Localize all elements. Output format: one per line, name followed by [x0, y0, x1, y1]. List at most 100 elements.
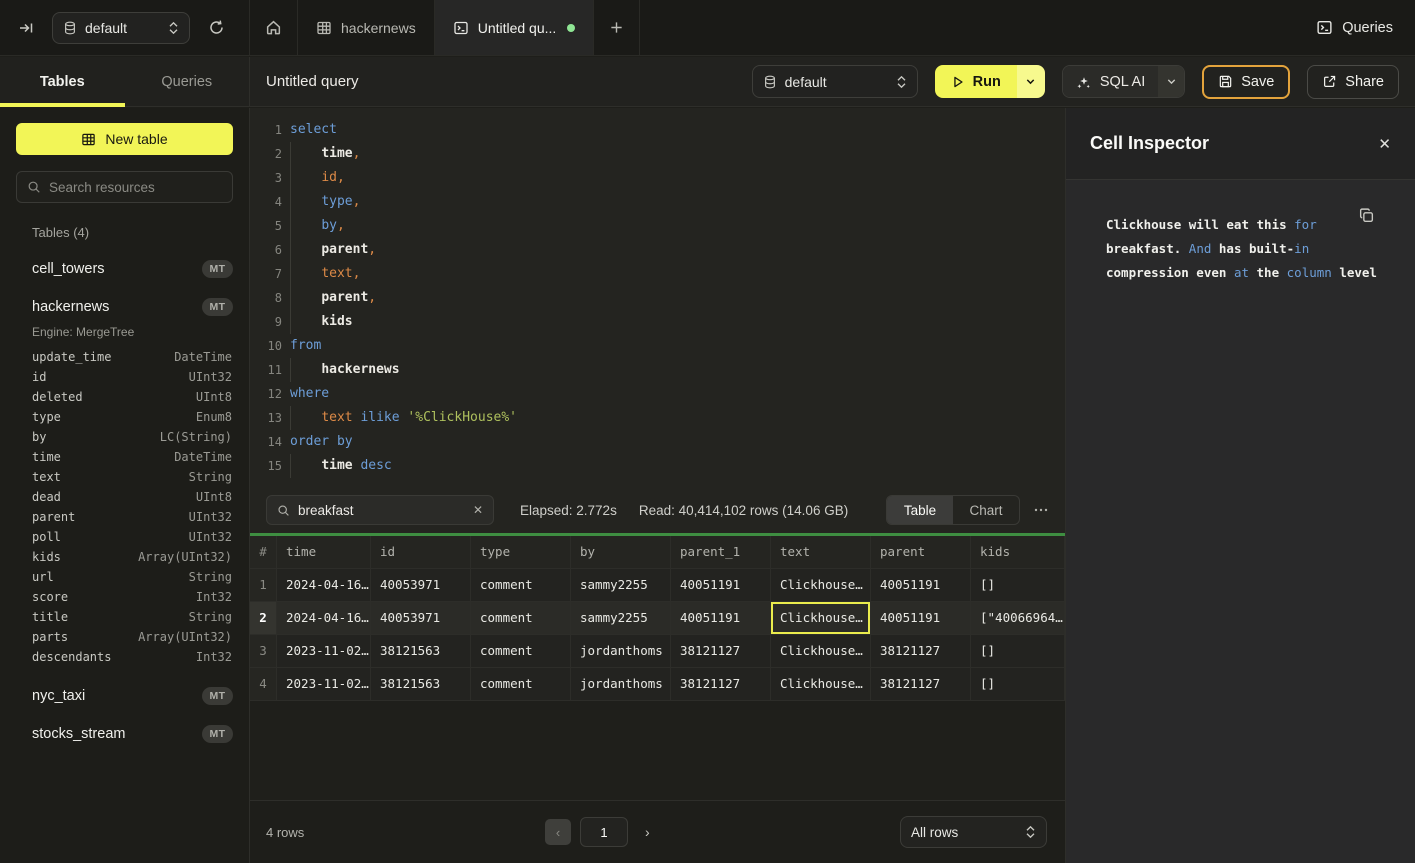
column-header[interactable]: # — [250, 536, 277, 569]
schema-column-row[interactable]: text String — [32, 467, 233, 487]
editor-line[interactable]: 11 hackernews — [250, 358, 1065, 382]
schema-column-row[interactable]: descendants Int32 — [32, 647, 233, 667]
sidebar-item-nyc-taxi[interactable]: nyc_taxi MT — [32, 687, 233, 705]
schema-column-row[interactable]: time DateTime — [32, 447, 233, 467]
schema-column-row[interactable]: url String — [32, 567, 233, 587]
schema-column-row[interactable]: poll UInt32 — [32, 527, 233, 547]
tab-untitled-query[interactable]: Untitled qu... — [434, 0, 595, 55]
schema-column-row[interactable]: parts Array(UInt32) — [32, 627, 233, 647]
schema-column-row[interactable]: dead UInt8 — [32, 487, 233, 507]
table-cell[interactable]: 40053971 — [371, 602, 471, 635]
table-cell[interactable]: sammy2255 — [571, 569, 671, 602]
row-number[interactable]: 4 — [250, 668, 277, 701]
table-cell[interactable]: Clickhouse… — [771, 635, 871, 668]
table-cell[interactable]: comment — [471, 602, 571, 635]
schema-column-row[interactable]: score Int32 — [32, 587, 233, 607]
schema-column-row[interactable]: kids Array(UInt32) — [32, 547, 233, 567]
schema-column-row[interactable]: by LC(String) — [32, 427, 233, 447]
editor-line[interactable]: 10 from — [250, 334, 1065, 358]
column-header[interactable]: id — [371, 536, 471, 569]
sidebar-item-stocks-stream[interactable]: stocks_stream MT — [32, 725, 233, 743]
table-cell[interactable]: 38121127 — [671, 668, 771, 701]
results-table[interactable]: # time id type by parent_1 text parent kids 1 2024… — [250, 533, 1065, 701]
new-tab-button[interactable] — [594, 0, 641, 55]
editor-line[interactable]: 8 parent, — [250, 286, 1065, 310]
editor-line[interactable]: 14 order by — [250, 430, 1065, 454]
sql-editor[interactable]: 1 select 2 time, 3 id, 4 type, 5 by, 6 parent,… — [250, 108, 1065, 487]
table-cell[interactable]: [] — [971, 635, 1065, 668]
row-number[interactable]: 1 — [250, 569, 277, 602]
database-select[interactable]: default — [751, 65, 918, 98]
resource-search[interactable] — [16, 171, 233, 203]
schema-column-row[interactable]: deleted UInt8 — [32, 387, 233, 407]
row-number[interactable]: 3 — [250, 635, 277, 668]
run-button[interactable]: Run — [934, 65, 1017, 98]
next-page-button[interactable]: › — [637, 820, 658, 844]
editor-line[interactable]: 12 where — [250, 382, 1065, 406]
editor-line[interactable]: 1 select — [250, 118, 1065, 142]
sql-ai-button[interactable]: SQL AI — [1062, 66, 1159, 97]
table-cell[interactable]: 38121563 — [371, 668, 471, 701]
editor-line[interactable]: 9 kids — [250, 310, 1065, 334]
column-header[interactable]: time — [277, 536, 371, 569]
sidebar-tab-queries[interactable]: Queries — [125, 57, 250, 106]
table-cell[interactable]: [] — [971, 569, 1065, 602]
table-cell[interactable]: jordanthoms — [571, 635, 671, 668]
table-cell[interactable]: ["40066964… — [971, 602, 1065, 635]
page-number-input[interactable]: 1 — [580, 817, 628, 847]
table-cell[interactable]: 40051191 — [871, 602, 971, 635]
sidebar-item-cell-towers[interactable]: cell_towers MT — [32, 260, 233, 278]
column-header[interactable]: parent_1 — [671, 536, 771, 569]
table-cell[interactable]: Clickhouse… — [771, 602, 871, 635]
refresh-icon[interactable] — [204, 15, 229, 40]
table-cell[interactable]: comment — [471, 668, 571, 701]
column-header[interactable]: parent — [871, 536, 971, 569]
column-header[interactable]: type — [471, 536, 571, 569]
tab-home[interactable] — [250, 0, 298, 55]
column-header[interactable]: by — [571, 536, 671, 569]
column-header[interactable]: text — [771, 536, 871, 569]
more-options-icon[interactable] — [1033, 502, 1049, 518]
schema-column-row[interactable]: id UInt32 — [32, 367, 233, 387]
tab-hackernews[interactable]: hackernews — [298, 0, 435, 55]
sidebar-item-hackernews[interactable]: hackernews MT — [32, 298, 233, 316]
database-select[interactable]: default — [52, 11, 190, 44]
editor-line[interactable]: 13 text ilike '%ClickHouse%' — [250, 406, 1065, 430]
editor-line[interactable]: 3 id, — [250, 166, 1065, 190]
table-cell[interactable]: 40051191 — [671, 602, 771, 635]
table-cell[interactable]: Clickhouse… — [771, 668, 871, 701]
page-size-select[interactable]: All rows — [900, 816, 1047, 848]
editor-line[interactable]: 7 text, — [250, 262, 1065, 286]
table-cell[interactable]: 40053971 — [371, 569, 471, 602]
save-button[interactable]: Save — [1202, 64, 1291, 99]
table-cell[interactable]: 2024-04-16… — [277, 569, 371, 602]
results-search[interactable]: ✕ — [266, 495, 494, 525]
table-cell[interactable]: comment — [471, 635, 571, 668]
editor-line[interactable]: 5 by, — [250, 214, 1065, 238]
editor-line[interactable]: 4 type, — [250, 190, 1065, 214]
results-search-input[interactable] — [298, 502, 465, 518]
table-cell[interactable]: comment — [471, 569, 571, 602]
row-number[interactable]: 2 — [250, 602, 277, 635]
table-cell[interactable]: [] — [971, 668, 1065, 701]
table-cell[interactable]: sammy2255 — [571, 602, 671, 635]
run-options-caret[interactable] — [1016, 65, 1045, 98]
schema-column-row[interactable]: type Enum8 — [32, 407, 233, 427]
table-cell[interactable]: 38121563 — [371, 635, 471, 668]
resource-search-input[interactable] — [49, 179, 226, 195]
sidebar-tab-tables[interactable]: Tables — [0, 57, 125, 107]
table-cell[interactable]: 38121127 — [671, 635, 771, 668]
collapse-sidebar-icon[interactable] — [14, 16, 38, 40]
schema-column-row[interactable]: parent UInt32 — [32, 507, 233, 527]
copy-icon[interactable] — [1358, 207, 1375, 224]
column-header[interactable]: kids — [971, 536, 1065, 569]
schema-column-row[interactable]: update_time DateTime — [32, 347, 233, 367]
view-toggle-chart[interactable]: Chart — [969, 502, 1003, 518]
table-cell[interactable]: Clickhouse… — [771, 569, 871, 602]
editor-line[interactable]: 6 parent, — [250, 238, 1065, 262]
table-cell[interactable]: 38121127 — [871, 635, 971, 668]
table-cell[interactable]: 38121127 — [871, 668, 971, 701]
table-cell[interactable]: 40051191 — [671, 569, 771, 602]
close-icon[interactable]: ✕ — [1378, 135, 1391, 153]
table-cell[interactable]: 2024-04-16… — [277, 602, 371, 635]
